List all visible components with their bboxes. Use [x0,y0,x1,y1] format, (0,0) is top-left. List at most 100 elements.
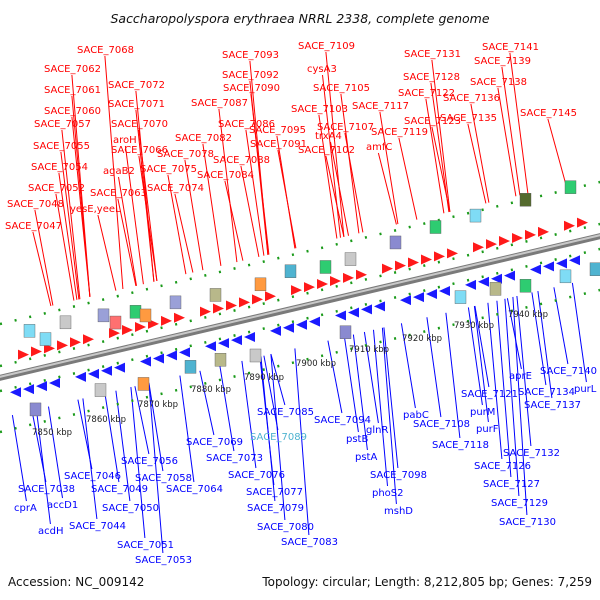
reverse-label-line [400,323,416,409]
reverse-gene-label: SACE_7038 [18,484,75,495]
forward-label-line [344,132,364,233]
reverse-gene-label: SACE_7085 [257,407,314,418]
reverse-gene-arrow [426,289,437,300]
forward-gene-arrow [447,248,458,259]
forward-label-line [330,141,349,236]
reverse-label-line [383,327,399,469]
forward-gene-arrow [44,343,55,354]
reverse-label-line [327,340,343,414]
forward-gene-arrow [291,285,302,296]
forward-gene-arrow [538,226,549,237]
axis-tick-label: 7930 kbp [454,321,494,331]
forward-label-line [117,198,137,287]
forward-label-line [71,74,91,297]
forward-gene-label: SACE_7086 [218,119,275,130]
forward-gene-label: SACE_7092 [222,70,279,81]
forward-gene-label: trxA4 [315,131,342,142]
forward-gene-label: SACE_7068 [77,45,134,56]
forward-label-line [60,151,80,300]
forward-gene-arrow [304,282,315,293]
forward-label-line [118,176,137,286]
reverse-label-line [82,398,98,520]
forward-gene-label: SACE_7095 [249,125,306,136]
reverse-gene-label: SACE_7079 [247,503,304,514]
forward-gene-label: SACE_7061 [44,85,101,96]
reverse-label-line [467,307,483,406]
reverse-gene-label: aprE [509,371,532,382]
reverse-label-line [512,296,528,516]
forward-label-line [34,209,54,306]
reverse-gene-label: SACE_7051 [117,540,174,551]
forward-gene-arrow [109,328,120,339]
reverse-label-line [130,387,146,539]
forward-label-line [501,66,521,196]
forward-gene-arrow [343,272,354,283]
reverse-label-line [381,327,397,505]
genome-summary-text: Topology: circular; Length: 8,212,805 bp… [261,575,592,589]
forward-label-line [379,111,399,225]
reverse-gene-arrow [10,387,21,398]
reverse-label-line [263,355,279,431]
accession-text: Accession: NC_009142 [8,575,144,589]
gene-feature-block [137,377,150,391]
forward-gene-arrow [265,291,276,302]
reverse-gene-label: SACE_7058 [135,473,192,484]
forward-gene-label: yesE,yeeL [70,204,121,215]
reverse-gene-label: purM [470,407,495,418]
forward-label-line [55,193,75,301]
gene-feature-block [209,288,222,302]
reverse-label-line [115,390,131,502]
forward-gene-arrow [252,294,263,305]
forward-gene-arrow [564,220,575,231]
forward-gene-label: SACE_7054 [31,162,88,173]
reverse-gene-label: SACE_7089 [250,432,307,443]
forward-gene-label: SACE_7141 [482,42,539,53]
reverse-gene-label: SACE_7132 [503,448,560,459]
forward-gene-arrow [161,315,172,326]
map-title: Saccharopolyspora erythraea NRRL 2338, c… [110,11,489,26]
axis-labels: 7850 kbp 7860 kbp 7870 kbp 7880 kbp 7890 kbp… [32,310,548,438]
reverse-gene-label: SACE_7046 [64,471,121,482]
forward-label-line [245,129,265,256]
forward-label-line [398,137,418,220]
reverse-gene-label: SACE_7098 [370,470,427,481]
forward-label-line [202,143,222,266]
forward-label-line [184,159,204,271]
gene-feature-block [559,269,572,284]
forward-gene-arrow [135,321,146,332]
forward-gene-arrow [83,334,94,345]
genome-backbone-highlight [0,234,600,378]
forward-label-line [138,155,158,282]
reverse-label-line [516,295,532,447]
gene-feature-block [39,332,52,346]
forward-gene-label: SACE_7145 [520,108,577,119]
forward-gene-arrow [499,236,510,247]
forward-gene-label: SACE_7109 [298,41,355,52]
reverse-gene-label: cprA [14,503,37,514]
forward-gene-label: SACE_7078 [157,149,214,160]
reverse-gene-label: SACE_7044 [69,521,126,532]
reverse-gene-label: SACE_7126 [474,461,531,472]
reverse-gene-arrow [218,338,229,349]
reverse-gene-label: SACE_7050 [102,503,159,514]
reverse-label-line [343,336,359,433]
gene-feature-block [589,262,600,276]
forward-gene-label: SACE_7070 [111,119,168,130]
forward-gene-label: SACE_7075 [140,164,197,175]
reverse-gene-arrow [374,301,385,312]
reverse-gene-arrow [556,258,567,269]
forward-gene-label: SACE_7088 [213,155,270,166]
forward-label-line [497,87,517,197]
gene-feature-block [519,193,532,207]
gene-feature-block [97,308,110,323]
reverse-gene-arrow [88,368,99,379]
gene-feature-block [254,277,267,292]
reverse-label-line [531,292,547,386]
reverse-gene-label: glnR [366,425,388,436]
forward-gene-label: SACE_7102 [298,145,355,156]
forward-label-line [431,59,451,212]
reverse-gene-label: SACE_7083 [281,537,338,548]
forward-gene-label: SACE_7138 [470,77,527,88]
reverse-gene-label: SACE_7069 [186,437,243,448]
reverse-gene-arrow [114,362,125,373]
